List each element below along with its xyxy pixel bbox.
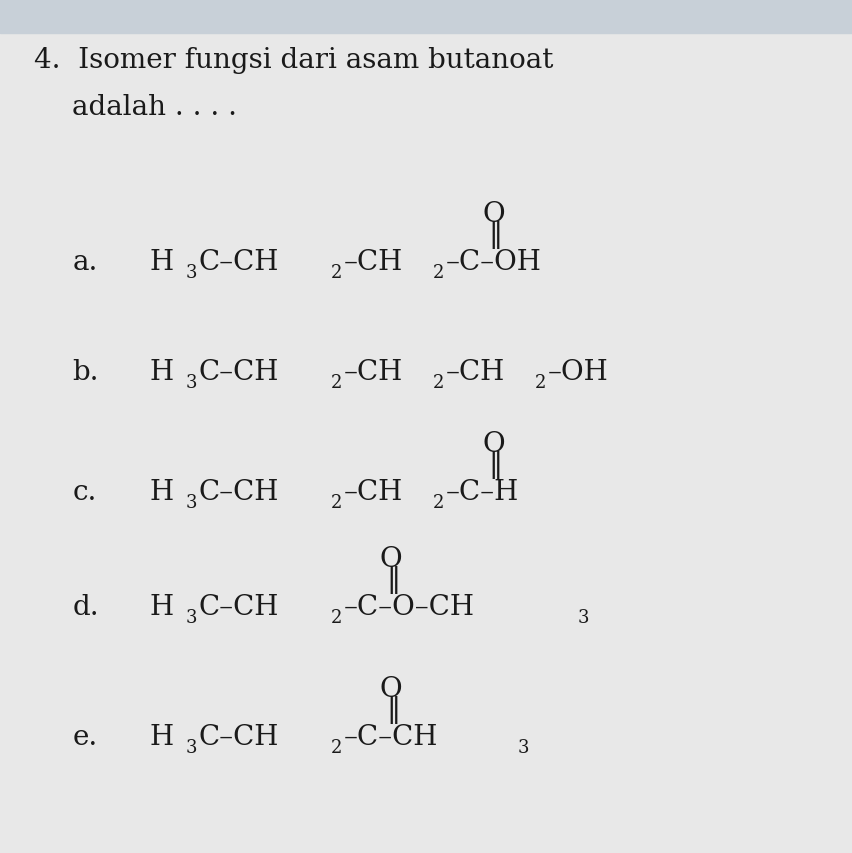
Text: 3: 3: [186, 264, 197, 281]
Text: C–CH: C–CH: [199, 723, 279, 750]
Text: 2: 2: [535, 374, 546, 392]
Text: 3: 3: [186, 608, 197, 626]
Text: H: H: [149, 479, 173, 506]
Text: 2: 2: [331, 738, 342, 756]
Text: O: O: [482, 200, 505, 228]
Text: 2: 2: [433, 374, 444, 392]
Text: adalah . . . .: adalah . . . .: [72, 94, 238, 121]
Text: 3: 3: [186, 493, 197, 512]
Text: –CH: –CH: [343, 479, 403, 506]
Text: –C–H: –C–H: [446, 479, 519, 506]
Text: –CH: –CH: [343, 249, 403, 276]
Text: C–CH: C–CH: [199, 594, 279, 620]
Text: H: H: [149, 249, 173, 276]
Text: 2: 2: [433, 493, 444, 512]
Text: O: O: [380, 545, 403, 572]
Text: a.: a.: [72, 249, 98, 276]
Text: 2: 2: [433, 264, 444, 281]
Text: 4.  Isomer fungsi dari asam butanoat: 4. Isomer fungsi dari asam butanoat: [34, 47, 554, 74]
Text: 2: 2: [331, 264, 342, 281]
Text: –CH: –CH: [343, 358, 403, 386]
Text: 2: 2: [331, 374, 342, 392]
Text: –C–CH: –C–CH: [343, 723, 438, 750]
Text: c.: c.: [72, 479, 97, 506]
Text: 3: 3: [578, 608, 589, 626]
Text: H: H: [149, 358, 173, 386]
Text: 3: 3: [518, 738, 529, 756]
Text: –C–O–CH: –C–O–CH: [343, 594, 475, 620]
Text: –C–OH: –C–OH: [446, 249, 542, 276]
Text: 2: 2: [331, 493, 342, 512]
Text: O: O: [482, 431, 505, 457]
Text: 2: 2: [331, 608, 342, 626]
Text: d.: d.: [72, 594, 99, 620]
Text: C–CH: C–CH: [199, 249, 279, 276]
Text: –OH: –OH: [548, 358, 608, 386]
Text: b.: b.: [72, 358, 99, 386]
Text: 3: 3: [186, 738, 197, 756]
Text: 3: 3: [186, 374, 197, 392]
Text: e.: e.: [72, 723, 98, 750]
Text: ‖: ‖: [386, 695, 400, 723]
Text: ‖: ‖: [386, 566, 400, 594]
Text: C–CH: C–CH: [199, 479, 279, 506]
Text: H: H: [149, 594, 173, 620]
Text: H: H: [149, 723, 173, 750]
Text: –CH: –CH: [446, 358, 505, 386]
Text: C–CH: C–CH: [199, 358, 279, 386]
Text: O: O: [380, 676, 403, 702]
Text: ‖: ‖: [488, 450, 502, 479]
Bar: [0, 0, 852, 34]
Text: ‖: ‖: [488, 221, 502, 249]
